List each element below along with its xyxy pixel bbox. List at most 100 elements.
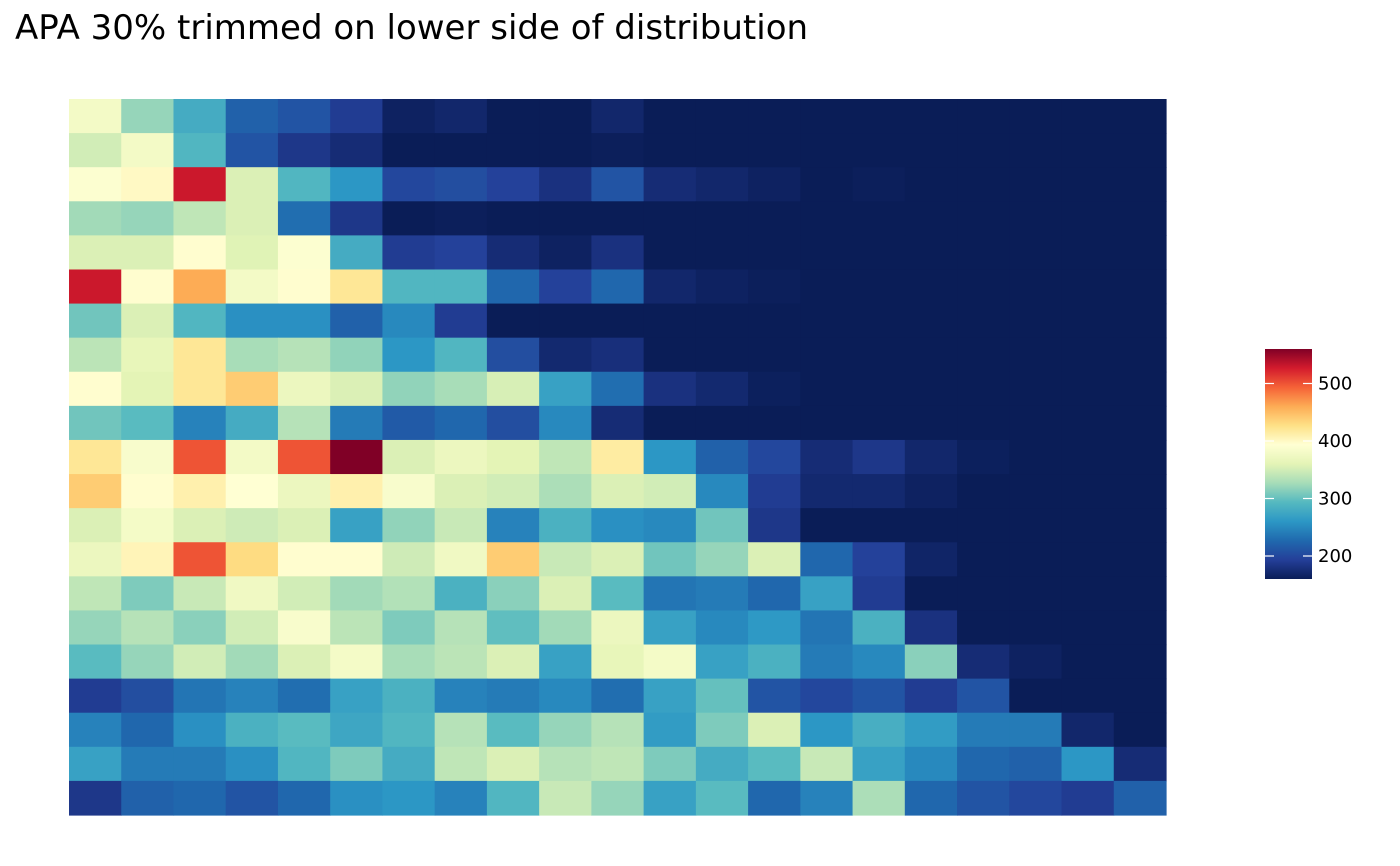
heatmap-cell	[904, 610, 958, 646]
heatmap-cell	[591, 269, 645, 305]
heatmap-cell	[957, 746, 1010, 782]
heatmap-cell	[748, 746, 801, 782]
heatmap-cell	[382, 542, 436, 577]
heatmap-cell	[539, 201, 592, 236]
heatmap-cell	[643, 746, 697, 782]
heatmap-cell	[1009, 201, 1063, 236]
heatmap-cell	[173, 746, 227, 782]
heatmap-cell	[695, 780, 749, 816]
heatmap-cell	[904, 133, 958, 168]
heatmap-cell	[800, 439, 854, 475]
heatmap-cell	[800, 201, 854, 236]
heatmap-cell	[69, 678, 122, 714]
heatmap-cell	[121, 712, 175, 748]
heatmap-cell	[695, 371, 749, 407]
heatmap-cell	[800, 474, 854, 509]
heatmap-cell	[852, 133, 906, 168]
heatmap-cell	[695, 542, 749, 577]
heatmap-cell	[382, 576, 436, 612]
heatmap-cell	[904, 439, 958, 475]
heatmap-cell	[277, 99, 331, 134]
heatmap-cell	[486, 508, 540, 543]
heatmap-cell	[800, 269, 854, 305]
heatmap-cell	[1009, 371, 1063, 407]
heatmap-cell	[434, 337, 488, 373]
heatmap-cell	[957, 235, 1010, 271]
heatmap-cell	[121, 746, 175, 782]
heatmap-cell	[330, 99, 384, 134]
heatmap-cell	[1113, 746, 1167, 782]
heatmap-cell	[69, 201, 122, 236]
heatmap-cell	[852, 405, 906, 441]
heatmap-cell	[1113, 337, 1167, 373]
heatmap-cell	[591, 405, 645, 441]
heatmap-cell	[1009, 576, 1063, 612]
heatmap-cell	[539, 405, 592, 441]
heatmap-cell	[330, 133, 384, 168]
heatmap-cell	[382, 780, 436, 816]
chart-title: APA 30% trimmed on lower side of distrib…	[15, 8, 809, 48]
heatmap-cell	[1061, 235, 1115, 271]
heatmap-cell	[957, 371, 1010, 407]
heatmap-cell	[434, 508, 488, 543]
heatmap-cell	[748, 235, 801, 271]
heatmap-cell	[591, 235, 645, 271]
heatmap-cell	[225, 167, 279, 202]
heatmap-cell	[277, 542, 331, 577]
heatmap-cell	[225, 508, 279, 543]
heatmap-cell	[1061, 542, 1115, 577]
heatmap-cell	[173, 99, 227, 134]
heatmap-cell	[69, 337, 122, 373]
heatmap-cell	[539, 780, 592, 816]
heatmap-cell	[121, 99, 175, 134]
heatmap-cell	[800, 99, 854, 134]
heatmap-cell	[1061, 337, 1115, 373]
heatmap-cell	[330, 337, 384, 373]
heatmap-cell	[277, 678, 331, 714]
heatmap-cell	[277, 133, 331, 168]
heatmap-cell	[225, 405, 279, 441]
heatmap-cell	[591, 644, 645, 680]
heatmap-cell	[121, 474, 175, 509]
heatmap-cell	[1061, 439, 1115, 475]
heatmap-cell	[695, 576, 749, 612]
heatmap-cell	[904, 269, 958, 305]
heatmap-cell	[121, 576, 175, 612]
heatmap-cell	[330, 201, 384, 236]
heatmap-cell	[330, 644, 384, 680]
heatmap-cell	[434, 678, 488, 714]
heatmap-cell	[904, 542, 958, 577]
heatmap-cell	[1113, 235, 1167, 271]
heatmap-cell	[591, 303, 645, 339]
heatmap-cell	[591, 337, 645, 373]
heatmap-cell	[800, 712, 854, 748]
heatmap-cell	[69, 644, 122, 680]
heatmap-cell	[1113, 405, 1167, 441]
heatmap-cell	[69, 405, 122, 441]
heatmap-cell	[852, 235, 906, 271]
heatmap-cell	[852, 508, 906, 543]
heatmap-cell	[382, 269, 436, 305]
heatmap-cell	[1009, 167, 1063, 202]
heatmap-cell	[382, 712, 436, 748]
heatmap-cell	[904, 99, 958, 134]
heatmap-cell	[486, 133, 540, 168]
heatmap-cell	[486, 371, 540, 407]
heatmap-cell	[69, 508, 122, 543]
heatmap-cell	[904, 201, 958, 236]
heatmap-cell	[591, 371, 645, 407]
heatmap-cell	[1113, 201, 1167, 236]
heatmap-cell	[800, 610, 854, 646]
heatmap-cell	[121, 371, 175, 407]
heatmap-cell	[69, 439, 122, 475]
heatmap-cell	[277, 712, 331, 748]
heatmap-cell	[277, 780, 331, 816]
heatmap-cell	[434, 371, 488, 407]
heatmap-cell	[748, 644, 801, 680]
heatmap-cell	[591, 542, 645, 577]
heatmap-cell	[539, 439, 592, 475]
heatmap-cell	[748, 269, 801, 305]
heatmap-cell	[748, 508, 801, 543]
heatmap-cell	[852, 99, 906, 134]
heatmap-cell	[434, 167, 488, 202]
